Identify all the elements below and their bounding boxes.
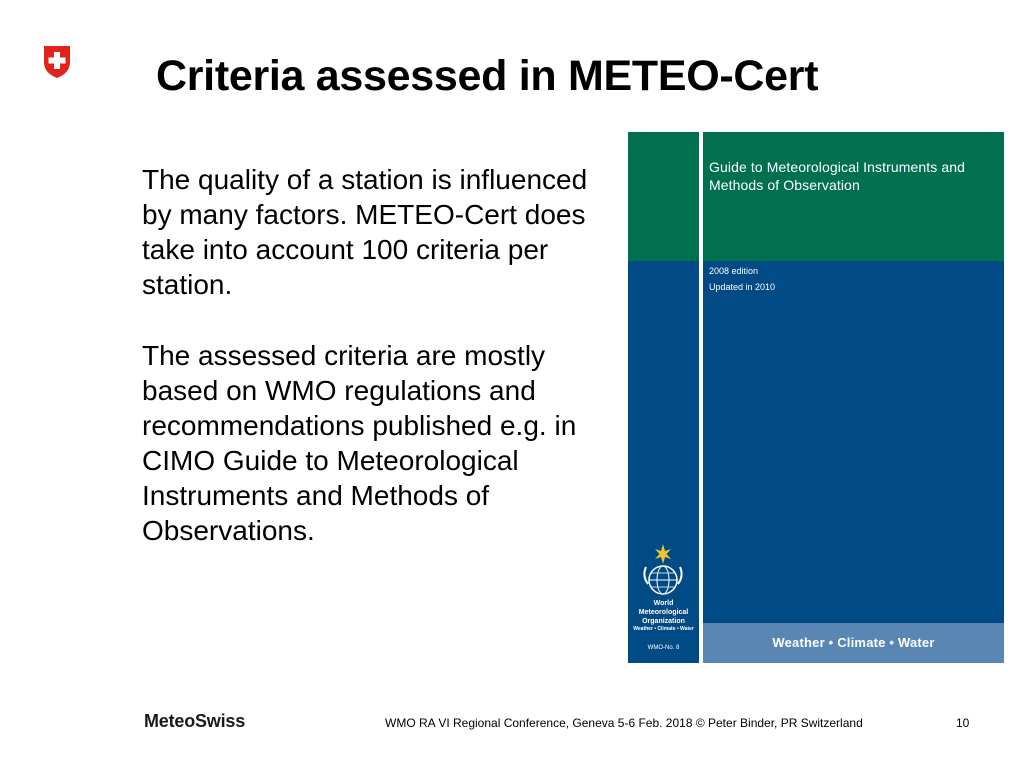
edition-line: 2008 edition (709, 266, 759, 276)
wmo-org-motto: Weather • Climate • Water (633, 626, 694, 632)
wmo-emblem-icon (643, 544, 683, 595)
updated-line: Updated in 2010 (709, 282, 776, 292)
footer-credit: WMO RA VI Regional Conference, Geneva 5-… (385, 716, 863, 730)
wmo-number: WMO-No. 8 (647, 645, 680, 651)
paragraph-station-quality: The quality of a station is influenced b… (142, 164, 588, 300)
wmo-org-name: World Meteorological Organization (628, 599, 699, 626)
meteoswiss-logo: MeteoSwiss (144, 711, 246, 731)
swiss-shield-icon (44, 46, 70, 78)
org-name-line: Meteorological (638, 609, 689, 616)
org-name-line: Organization (642, 618, 685, 625)
book-spine: World Meteorological Organization Weathe… (628, 132, 699, 663)
slide-title: Criteria assessed in METEO-Cert (156, 52, 819, 100)
book-front: Guide to Meteorological Instruments and … (703, 132, 1004, 663)
paragraph-assessed-criteria: The assessed criteria are mostly based o… (142, 340, 577, 546)
book-edition: 2008 edition Updated in 2010 (709, 263, 775, 295)
book-title: Guide to Meteorological Instruments and … (709, 159, 966, 193)
page-number: 10 (956, 716, 970, 730)
book-tagline: Weather • Climate • Water (772, 635, 935, 650)
org-name-line: World (653, 600, 674, 607)
body-text: The quality of a station is influenced b… (142, 162, 622, 584)
book-cover-image: World Meteorological Organization Weathe… (628, 132, 1004, 663)
